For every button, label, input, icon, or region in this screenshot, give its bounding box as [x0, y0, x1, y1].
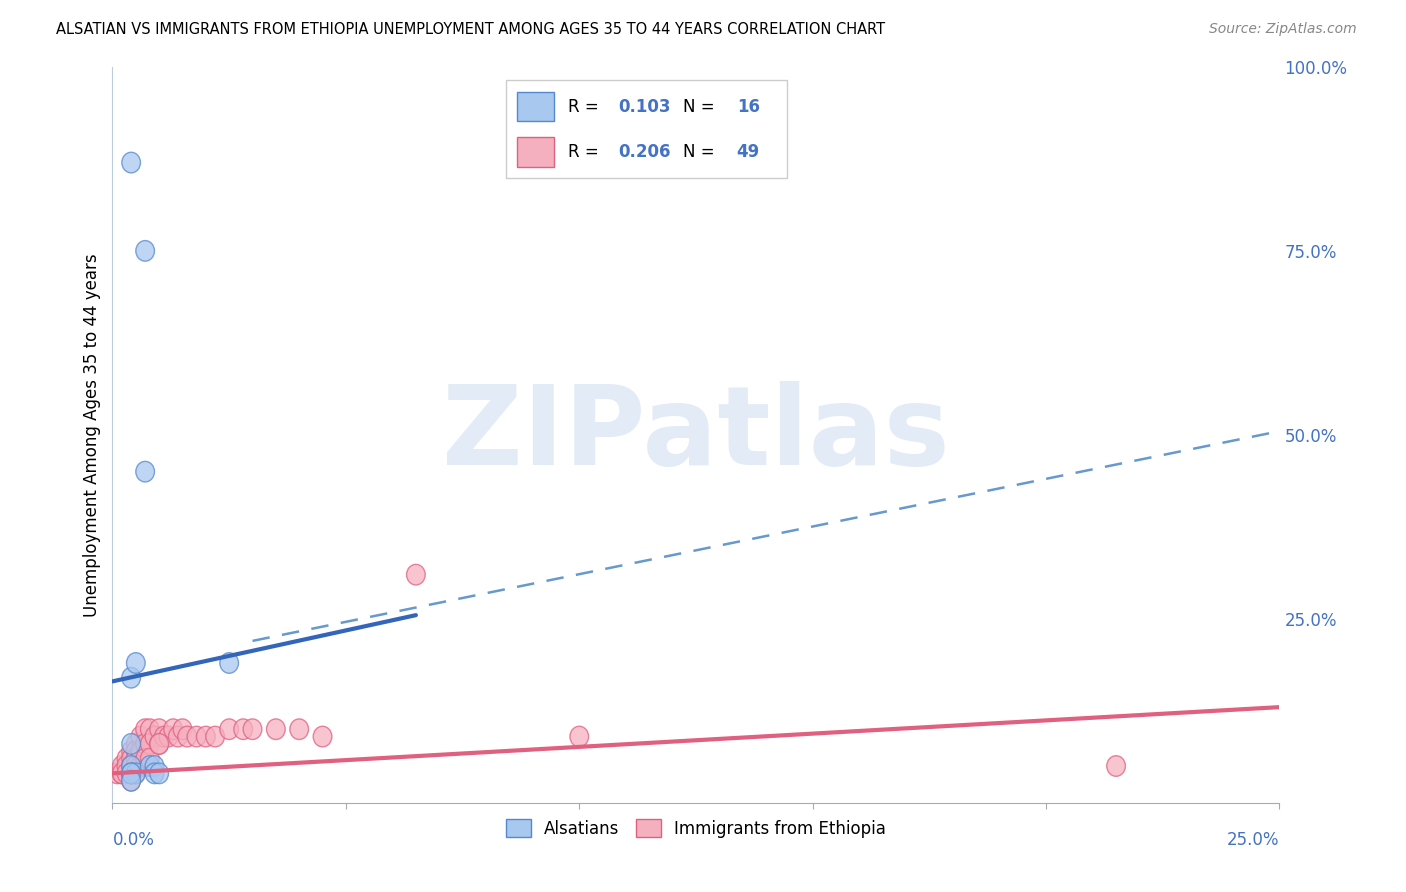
- Ellipse shape: [122, 748, 141, 769]
- Text: 16: 16: [737, 98, 759, 116]
- Ellipse shape: [150, 763, 169, 784]
- Ellipse shape: [141, 733, 159, 755]
- Ellipse shape: [145, 756, 165, 776]
- Ellipse shape: [150, 719, 169, 739]
- Ellipse shape: [169, 726, 187, 747]
- Ellipse shape: [122, 763, 141, 784]
- FancyBboxPatch shape: [506, 80, 787, 178]
- Ellipse shape: [122, 756, 141, 776]
- Ellipse shape: [173, 719, 191, 739]
- Ellipse shape: [122, 771, 141, 791]
- Ellipse shape: [131, 756, 150, 776]
- Ellipse shape: [122, 667, 141, 688]
- Ellipse shape: [136, 719, 155, 739]
- Text: N =: N =: [683, 98, 720, 116]
- Ellipse shape: [122, 763, 141, 784]
- Ellipse shape: [145, 763, 165, 784]
- Ellipse shape: [127, 741, 145, 762]
- Ellipse shape: [406, 565, 425, 585]
- Ellipse shape: [117, 763, 136, 784]
- Ellipse shape: [205, 726, 225, 747]
- Text: 0.0%: 0.0%: [112, 830, 155, 848]
- Ellipse shape: [127, 756, 145, 776]
- Text: N =: N =: [683, 143, 720, 161]
- Ellipse shape: [122, 763, 141, 784]
- Ellipse shape: [159, 726, 177, 747]
- Ellipse shape: [117, 756, 136, 776]
- Ellipse shape: [150, 733, 169, 755]
- Text: 25.0%: 25.0%: [1227, 830, 1279, 848]
- Ellipse shape: [233, 719, 253, 739]
- Text: ZIPatlas: ZIPatlas: [441, 382, 950, 488]
- Ellipse shape: [290, 719, 308, 739]
- Ellipse shape: [243, 719, 262, 739]
- Ellipse shape: [127, 653, 145, 673]
- Ellipse shape: [197, 726, 215, 747]
- Ellipse shape: [150, 733, 169, 755]
- Ellipse shape: [136, 748, 155, 769]
- Ellipse shape: [136, 461, 155, 482]
- Ellipse shape: [1107, 756, 1125, 776]
- Text: Source: ZipAtlas.com: Source: ZipAtlas.com: [1209, 22, 1357, 37]
- Ellipse shape: [314, 726, 332, 747]
- Text: R =: R =: [568, 98, 605, 116]
- Ellipse shape: [117, 748, 136, 769]
- Ellipse shape: [145, 726, 165, 747]
- Ellipse shape: [112, 756, 131, 776]
- Text: 0.206: 0.206: [619, 143, 671, 161]
- Ellipse shape: [122, 771, 141, 791]
- Ellipse shape: [122, 153, 141, 173]
- Ellipse shape: [155, 726, 173, 747]
- Bar: [517, 92, 554, 121]
- Ellipse shape: [569, 726, 589, 747]
- Ellipse shape: [131, 741, 150, 762]
- Text: R =: R =: [568, 143, 605, 161]
- Ellipse shape: [122, 763, 141, 784]
- Ellipse shape: [141, 719, 159, 739]
- Ellipse shape: [136, 733, 155, 755]
- Ellipse shape: [122, 756, 141, 776]
- Text: 49: 49: [737, 143, 761, 161]
- Legend: Alsatians, Immigrants from Ethiopia: Alsatians, Immigrants from Ethiopia: [498, 811, 894, 846]
- Ellipse shape: [165, 719, 183, 739]
- Ellipse shape: [112, 763, 131, 784]
- Text: 0.103: 0.103: [619, 98, 671, 116]
- Ellipse shape: [141, 756, 159, 776]
- Ellipse shape: [108, 763, 127, 784]
- Bar: [517, 137, 554, 167]
- Ellipse shape: [122, 741, 141, 762]
- Y-axis label: Unemployment Among Ages 35 to 44 years: Unemployment Among Ages 35 to 44 years: [83, 253, 101, 616]
- Ellipse shape: [122, 733, 141, 755]
- Ellipse shape: [127, 733, 145, 755]
- Ellipse shape: [131, 726, 150, 747]
- Ellipse shape: [127, 763, 145, 784]
- Ellipse shape: [219, 719, 239, 739]
- Ellipse shape: [127, 748, 145, 769]
- Ellipse shape: [177, 726, 197, 747]
- Ellipse shape: [136, 241, 155, 261]
- Ellipse shape: [219, 653, 239, 673]
- Ellipse shape: [141, 748, 159, 769]
- Ellipse shape: [267, 719, 285, 739]
- Ellipse shape: [112, 763, 131, 784]
- Ellipse shape: [127, 763, 145, 784]
- Text: ALSATIAN VS IMMIGRANTS FROM ETHIOPIA UNEMPLOYMENT AMONG AGES 35 TO 44 YEARS CORR: ALSATIAN VS IMMIGRANTS FROM ETHIOPIA UNE…: [56, 22, 886, 37]
- Ellipse shape: [187, 726, 205, 747]
